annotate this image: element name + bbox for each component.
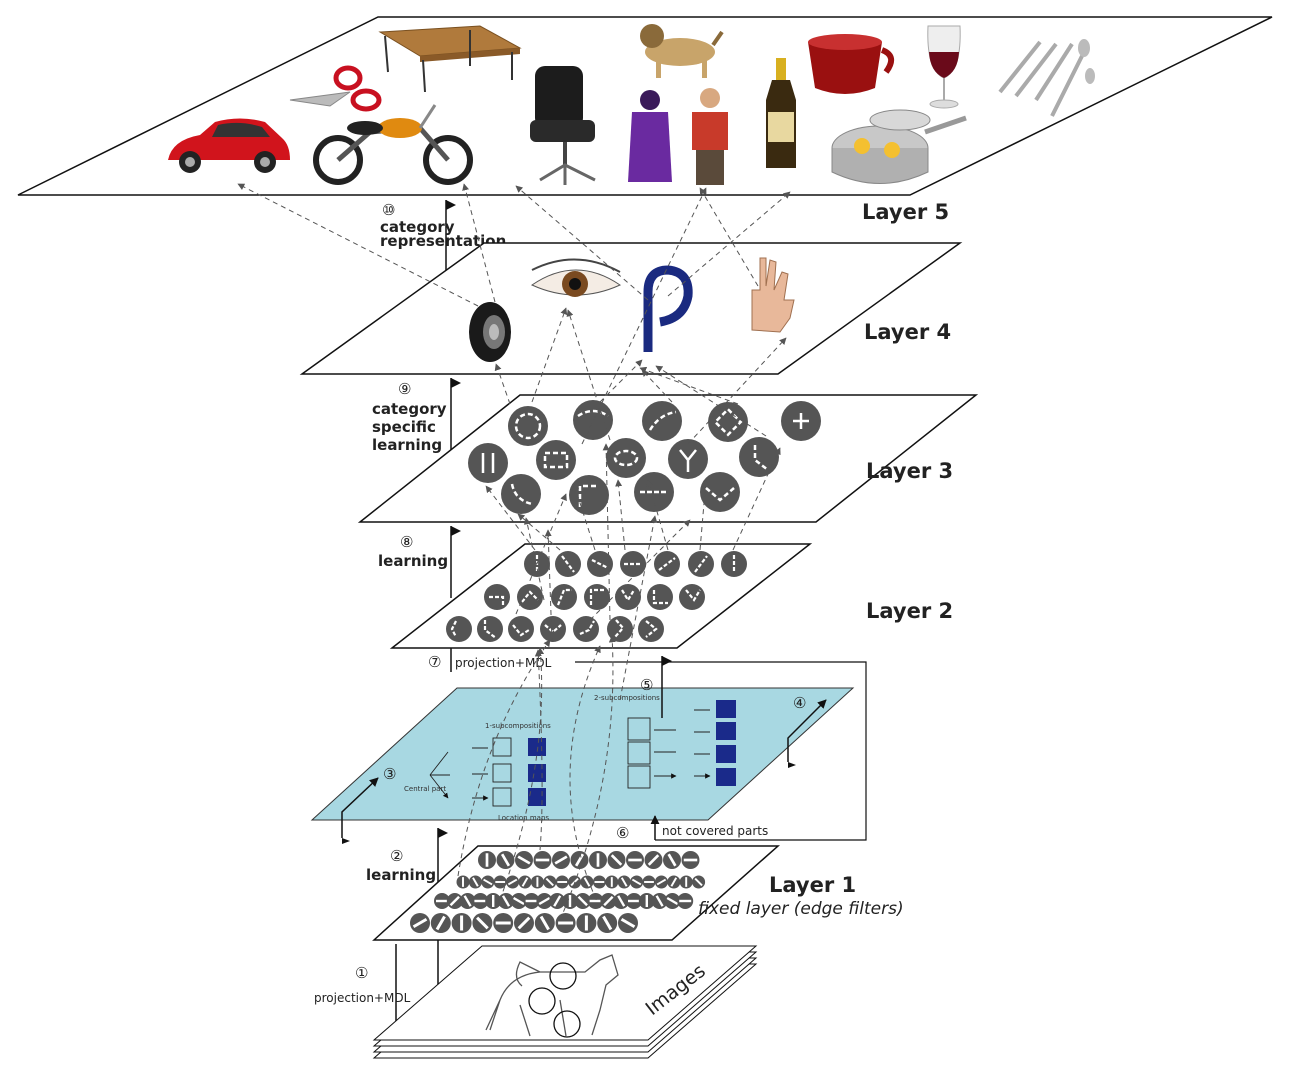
- edge-filter-bar: [574, 853, 585, 867]
- dog-sketch-icon: [485, 954, 619, 1038]
- edge-filter-bar: [517, 855, 531, 865]
- edge-filter-bar: [435, 915, 446, 931]
- edge-filter-bar: [500, 853, 511, 867]
- edge-filter-bar: [670, 877, 678, 887]
- tire-icon: [469, 302, 511, 362]
- edge-filter-bar: [463, 895, 472, 907]
- edge-filter-bar: [655, 895, 664, 907]
- step7-number: ⑦: [428, 653, 441, 671]
- layer4-label: Layer 4: [864, 320, 951, 344]
- wine-glass-icon: [927, 25, 961, 109]
- step8-number: ⑧: [400, 533, 413, 551]
- step9-label-line2: specific: [372, 418, 436, 436]
- panel-sub2-label: 2-subcompositions: [594, 694, 660, 702]
- step2-label: learning: [366, 866, 436, 884]
- process-feedback-box: [575, 661, 867, 841]
- edge-filter-bar: [647, 854, 660, 866]
- images-stack: Images: [372, 945, 758, 1059]
- layer1-subtitle: fixed layer (edge filters): [698, 899, 904, 919]
- edge-filter-bar: [539, 915, 550, 931]
- eye-icon: [530, 258, 622, 297]
- step9-label-line1: category: [372, 400, 447, 418]
- person-icon: [628, 90, 672, 182]
- edge-filter-bar: [620, 917, 636, 929]
- person-icon: [692, 88, 728, 185]
- office-chair-icon: [530, 66, 596, 185]
- edge-filter-bar: [517, 916, 531, 930]
- layer4-plane: [299, 242, 963, 375]
- edge-filter-bar: [694, 877, 703, 887]
- layer2-label: Layer 2: [866, 599, 953, 623]
- edge-filter-bar: [521, 877, 529, 887]
- edge-filter-bar: [501, 895, 511, 907]
- edge-filter-bar: [483, 878, 493, 886]
- edge-filter-bar: [610, 854, 623, 866]
- panel-location-label: Location maps: [498, 814, 549, 822]
- edge-filter-bar: [603, 895, 614, 907]
- layer3-label: Layer 3: [866, 459, 953, 483]
- step5-number: ⑤: [640, 676, 653, 694]
- edge-filter-bar: [631, 878, 642, 886]
- mug-icon: [808, 34, 895, 94]
- cutlery-icon: [998, 39, 1095, 117]
- edge-filter-bar: [554, 855, 568, 865]
- edge-filter-bar: [513, 896, 525, 906]
- step8-label: learning: [378, 552, 448, 570]
- pan-icon: [831, 109, 967, 184]
- layer1-nodes: [410, 851, 706, 933]
- hand-icon: [751, 257, 795, 333]
- step4-number: ④: [793, 694, 806, 712]
- process-panel: [310, 687, 855, 821]
- not-covered-parts-label: not covered parts: [662, 824, 768, 838]
- step6-number: ⑥: [616, 824, 629, 842]
- handle-icon: [643, 265, 693, 352]
- step1-number: ①: [355, 964, 368, 982]
- edge-filter-bar: [620, 877, 628, 887]
- edge-filter-bar: [656, 878, 667, 886]
- layer3-node-glyphs: [481, 407, 809, 507]
- process-panel-content: 1-subcompositions 2-subcompositions Cent…: [404, 694, 736, 822]
- edge-filter-bar: [507, 878, 518, 886]
- motorcycle-icon: [313, 104, 473, 185]
- layer1-label: Layer 1: [769, 873, 856, 897]
- edge-filter-bar: [545, 877, 554, 887]
- step10-number: ⑩: [382, 201, 395, 219]
- step9-label-line3: learning: [372, 436, 442, 454]
- layer5-label: Layer 5: [862, 200, 949, 224]
- scissors-icon: [289, 65, 382, 112]
- edge-filter-bar: [602, 915, 613, 931]
- edge-filter-bar: [617, 895, 626, 907]
- edge-filter-bar: [666, 896, 679, 906]
- edge-filter-bar: [553, 895, 562, 907]
- edge-filter-bar: [472, 877, 479, 887]
- panel-sub1-label: 1-subcompositions: [485, 722, 551, 730]
- bottle-icon: [766, 58, 796, 168]
- dog-icon: [640, 24, 724, 78]
- step10-label-line1: category: [380, 218, 455, 236]
- car-icon: [168, 118, 290, 173]
- table-icon: [378, 25, 522, 93]
- edge-filter-bar: [538, 896, 551, 906]
- step10-label-line2: representation: [380, 232, 506, 250]
- edge-filter-bar: [449, 895, 460, 907]
- edge-filter-bar: [412, 917, 428, 929]
- dashed-connections: [237, 183, 791, 921]
- step3-number: ③: [383, 765, 396, 783]
- step9-number: ⑨: [398, 380, 411, 398]
- edge-filter-bar: [667, 853, 677, 867]
- panel-central-label: Central part: [404, 785, 446, 793]
- step7-label: projection+MDL: [455, 656, 552, 670]
- step1-label: projection+MDL: [314, 991, 411, 1005]
- edge-filter-bar: [583, 877, 591, 887]
- step2-number: ②: [390, 847, 403, 865]
- edge-filter-bar: [577, 895, 588, 907]
- edge-filter-bar: [476, 916, 489, 930]
